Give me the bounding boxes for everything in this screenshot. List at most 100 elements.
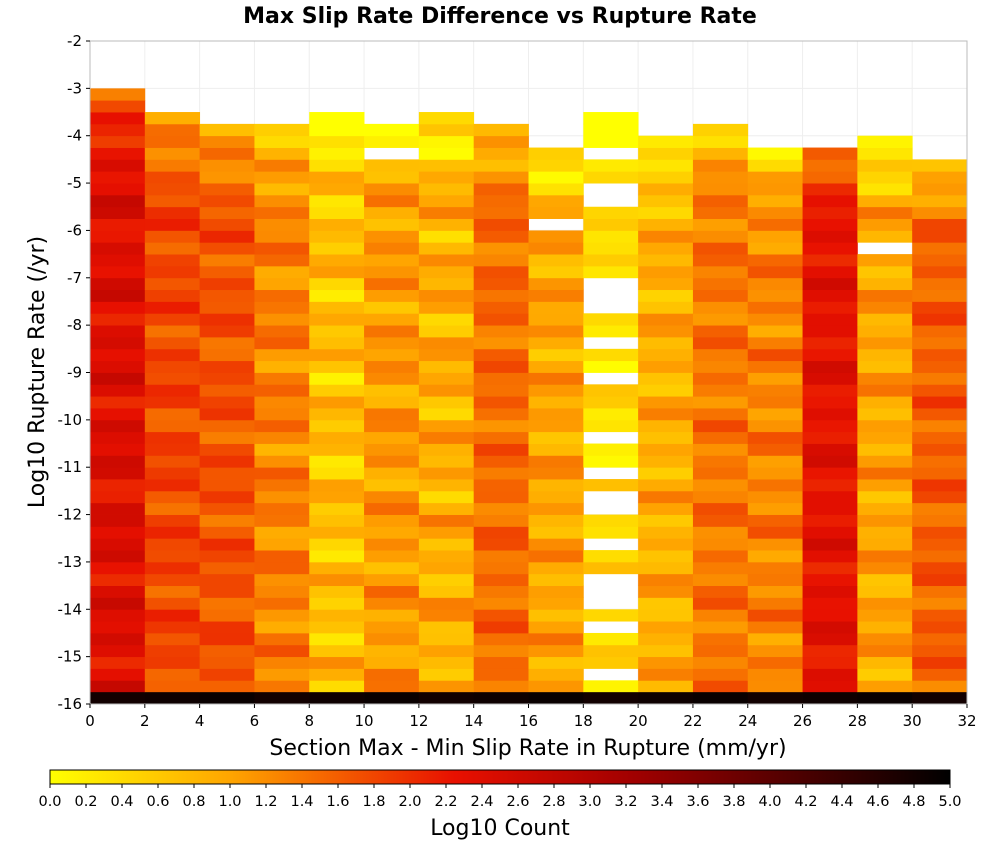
heatmap-cell <box>90 455 146 468</box>
heatmap-cell <box>692 467 749 480</box>
heatmap-cell <box>199 561 255 575</box>
heatmap-cell <box>692 490 749 504</box>
heatmap-cell <box>309 194 365 208</box>
heatmap-cell <box>528 656 584 669</box>
heatmap-cell <box>309 585 365 598</box>
heatmap-cell <box>199 644 255 658</box>
heatmap-cell <box>692 183 749 196</box>
heatmap-cell <box>199 668 255 681</box>
heatmap-cell <box>90 680 146 693</box>
heatmap-cell <box>857 609 913 622</box>
heatmap-cell <box>802 206 858 219</box>
heatmap-cell <box>692 123 749 137</box>
heatmap-cell <box>692 360 749 373</box>
heatmap-cell <box>802 159 858 172</box>
y-tick-label: -9 <box>67 364 82 382</box>
heatmap-cell <box>199 656 255 669</box>
heatmap-cell <box>90 277 146 291</box>
heatmap-cell <box>692 206 749 219</box>
heatmap-cell <box>692 656 749 669</box>
colorbar-tick-label: 2.6 <box>506 794 529 810</box>
heatmap-cell <box>90 325 146 338</box>
heatmap-cell <box>528 242 584 255</box>
heatmap-cell <box>912 479 968 492</box>
heatmap-cell <box>802 372 858 385</box>
heatmap-cell <box>528 183 584 196</box>
heatmap-cell <box>692 550 749 563</box>
heatmap-cell <box>473 147 529 160</box>
heatmap-cell <box>418 194 475 208</box>
heatmap-cell <box>638 538 694 551</box>
heatmap-cell-bottom <box>144 692 201 704</box>
heatmap-cell <box>364 538 420 551</box>
heatmap-cell <box>473 194 529 208</box>
heatmap-cell <box>254 372 310 385</box>
heatmap-cell <box>802 455 858 468</box>
heatmap-cell <box>473 419 529 433</box>
heatmap-cell <box>254 455 310 468</box>
heatmap-cell <box>144 668 201 681</box>
colorbar-tick-label: 1.8 <box>362 794 385 810</box>
heatmap-cell <box>199 123 255 137</box>
heatmap-cell-bottom <box>747 692 803 704</box>
heatmap-cell <box>747 467 803 480</box>
heatmap-cell <box>692 194 749 208</box>
heatmap-cell <box>802 621 858 634</box>
x-tick-label: 32 <box>957 712 976 730</box>
heatmap-cell <box>528 396 584 409</box>
heatmap-cell <box>90 384 146 397</box>
heatmap-cell <box>309 135 365 148</box>
heatmap-cell <box>802 147 858 160</box>
heatmap-cell <box>199 573 255 587</box>
heatmap-cell <box>857 585 913 598</box>
heatmap-cell <box>638 135 694 148</box>
heatmap-cell <box>90 644 146 658</box>
heatmap-cell <box>309 277 365 291</box>
heatmap-cell <box>638 455 694 468</box>
heatmap-cell <box>254 159 310 172</box>
heatmap-cell <box>418 550 475 563</box>
heatmap-cell <box>418 419 475 433</box>
heatmap-cell <box>528 490 584 504</box>
heatmap-cell <box>418 656 475 669</box>
heatmap-cell-bottom <box>418 692 475 704</box>
heatmap-cell <box>199 360 255 373</box>
heatmap-cell <box>90 443 146 456</box>
heatmap-cell <box>747 585 803 598</box>
heatmap-cell <box>802 325 858 338</box>
heatmap-cell <box>90 561 146 575</box>
heatmap-cell <box>802 419 858 433</box>
heatmap-cell <box>144 277 201 291</box>
heatmap-cell <box>473 254 529 267</box>
heatmap-cell <box>254 171 310 184</box>
heatmap-cell <box>473 206 529 219</box>
heatmap-cell <box>747 550 803 563</box>
heatmap-cell <box>254 490 310 504</box>
heatmap-cell <box>692 372 749 385</box>
heatmap-cell <box>90 632 146 646</box>
heatmap-cell <box>418 396 475 409</box>
heatmap-cell <box>583 218 639 231</box>
heatmap-cell <box>802 490 858 504</box>
heatmap-cell <box>254 265 310 279</box>
heatmap-cell <box>912 408 968 421</box>
heatmap-cell <box>254 408 310 421</box>
heatmap-cell <box>473 656 529 669</box>
heatmap-cell <box>473 632 529 646</box>
heatmap-cell <box>199 277 255 291</box>
heatmap-cell <box>857 218 913 231</box>
heatmap-cell <box>638 514 694 527</box>
heatmap-cell <box>473 171 529 184</box>
heatmap-cell <box>528 526 584 539</box>
heatmap-cell <box>912 301 968 314</box>
heatmap-cell <box>254 526 310 539</box>
heatmap-cell <box>802 573 858 587</box>
heatmap-cell <box>747 621 803 634</box>
heatmap-cell <box>90 479 146 492</box>
heatmap-cell <box>90 573 146 587</box>
heatmap-cell <box>692 597 749 610</box>
heatmap-cell <box>254 183 310 196</box>
heatmap-cell <box>583 254 639 267</box>
heatmap-cell <box>90 514 146 527</box>
heatmap-cell <box>638 384 694 397</box>
